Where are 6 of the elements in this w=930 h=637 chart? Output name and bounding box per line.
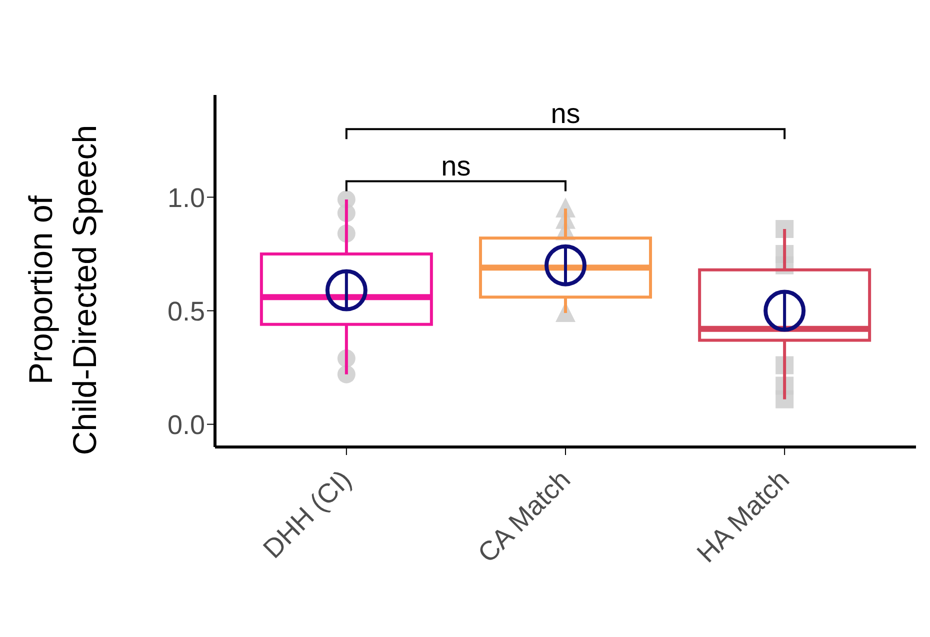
annotation: ns (550, 98, 580, 130)
y-tick-label: 0.5 (167, 296, 205, 326)
annotation: ns (441, 150, 471, 182)
y-tick-label: 1.0 (167, 182, 205, 213)
y-tick-label: 0.0 (167, 410, 205, 440)
y-axis-title: Proportion of Child-Directed Speech (21, 124, 104, 456)
